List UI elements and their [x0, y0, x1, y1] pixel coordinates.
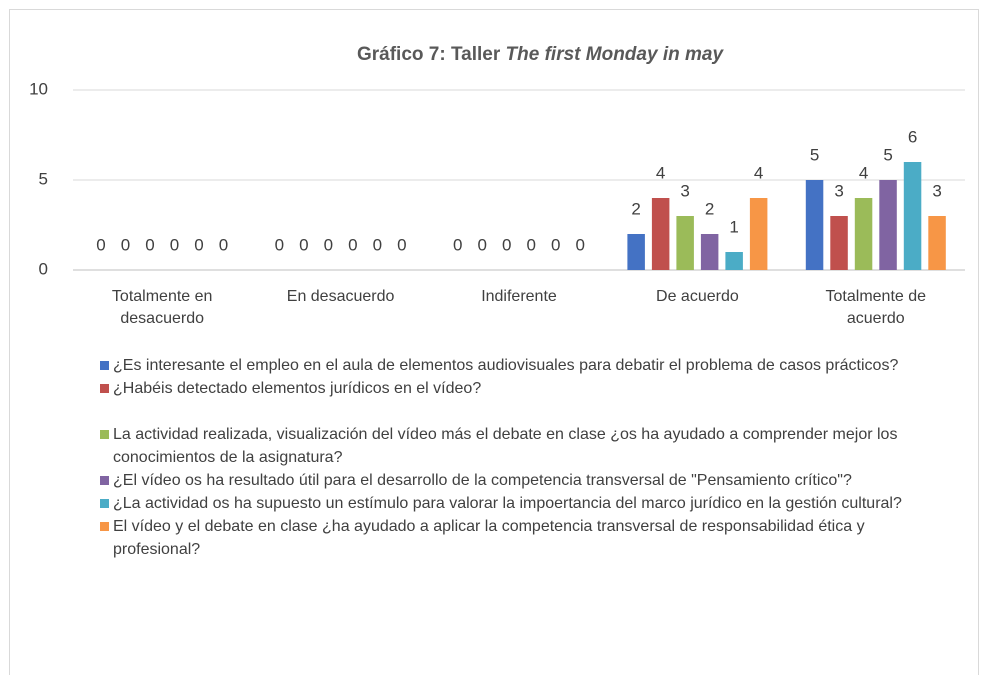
- y-tick-label: 5: [39, 169, 48, 188]
- legend-item: ¿El vídeo os ha resultado útil para el d…: [100, 469, 950, 492]
- x-tick-label: Totalmente en desacuerdo: [111, 288, 213, 327]
- data-label: 0: [576, 235, 585, 254]
- legend-swatch: [100, 476, 109, 485]
- data-label: 0: [299, 235, 308, 254]
- data-label: 0: [219, 235, 228, 254]
- legend-swatch: [100, 430, 109, 439]
- data-label: 5: [883, 145, 892, 164]
- data-label: 0: [527, 235, 536, 254]
- data-label: 0: [502, 235, 511, 254]
- data-label: 5: [810, 145, 819, 164]
- data-label: 0: [121, 235, 130, 254]
- data-label: 3: [680, 181, 689, 200]
- bar: [725, 252, 743, 270]
- x-tick-label: Totalmente de acuerdo: [825, 288, 927, 327]
- data-label: 4: [859, 163, 868, 182]
- bar: [879, 180, 897, 270]
- chart-title: Gráfico 7: Taller The first Monday in ma…: [357, 44, 724, 65]
- x-tick-label: De acuerdo: [656, 288, 739, 305]
- bar: [676, 216, 694, 270]
- title-main: Gráfico 7: Taller: [357, 44, 501, 65]
- data-label: 0: [324, 235, 333, 254]
- bar: [805, 180, 824, 270]
- data-label: 0: [170, 235, 179, 254]
- legend-item: El vídeo y el debate en clase ¿ha ayudad…: [100, 515, 950, 561]
- data-label: 2: [705, 199, 714, 218]
- data-label: 0: [96, 235, 105, 254]
- legend-label: ¿La actividad os ha supuesto un estímulo…: [113, 495, 902, 512]
- legend-item: ¿Habéis detectado elementos jurídicos en…: [100, 377, 950, 400]
- y-tick-label: 10: [29, 79, 48, 98]
- legend-item: ¿Es interesante el empleo en el aula de …: [100, 354, 950, 377]
- legend-item: La actividad realizada, visualización de…: [100, 423, 950, 469]
- bar: [700, 234, 719, 270]
- bar: [627, 234, 645, 270]
- legend-swatch: [100, 522, 109, 531]
- data-label: 3: [932, 181, 941, 200]
- data-label: 0: [453, 235, 462, 254]
- data-label: 0: [397, 235, 406, 254]
- data-label: 3: [834, 181, 843, 200]
- chart-frame: [9, 9, 979, 675]
- data-label: 2: [631, 199, 640, 218]
- legend-swatch: [100, 384, 109, 393]
- legend-label: ¿Es interesante el empleo en el aula de …: [113, 357, 899, 374]
- legend-swatch: [100, 361, 109, 370]
- bar: [928, 216, 946, 270]
- y-tick-label: 0: [39, 259, 48, 278]
- data-label: 0: [194, 235, 203, 254]
- bar: [830, 216, 848, 270]
- data-label: 0: [145, 235, 154, 254]
- data-label: 0: [551, 235, 560, 254]
- legend-item: ¿La actividad os ha supuesto un estímulo…: [100, 492, 950, 515]
- legend: ¿Es interesante el empleo en el aula de …: [100, 354, 950, 561]
- bar: [903, 162, 922, 270]
- legend-swatch: [100, 499, 109, 508]
- legend-label: ¿El vídeo os ha resultado útil para el d…: [113, 472, 852, 489]
- data-label: 0: [348, 235, 357, 254]
- legend-label: La actividad realizada, visualización de…: [113, 426, 898, 466]
- data-label: 0: [275, 235, 284, 254]
- data-label: 4: [754, 163, 763, 182]
- x-tick-label: En desacuerdo: [286, 288, 395, 305]
- x-tick-label: Indiferente: [481, 288, 557, 305]
- bar: [749, 198, 768, 270]
- title-italic: The first Monday in may: [506, 44, 725, 65]
- data-label: 4: [656, 163, 665, 182]
- bar: [854, 198, 873, 270]
- data-label: 0: [373, 235, 382, 254]
- bar: [651, 198, 670, 270]
- legend-label: El vídeo y el debate en clase ¿ha ayudad…: [113, 518, 865, 558]
- data-label: 0: [478, 235, 487, 254]
- data-label: 1: [729, 217, 738, 236]
- legend-label: ¿Habéis detectado elementos jurídicos en…: [113, 380, 482, 397]
- data-label: 6: [908, 127, 917, 146]
